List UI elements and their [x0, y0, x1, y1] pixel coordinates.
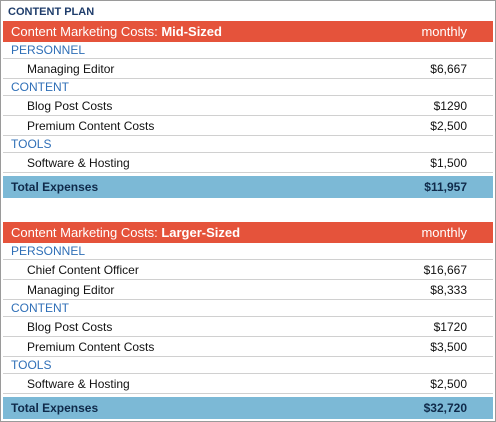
cost-table: Content Marketing Costs: Mid-Sized monthl…	[3, 21, 493, 198]
expense-amount: $1720	[433, 320, 467, 334]
expense-row: Managing Editor $6,667	[3, 59, 493, 79]
expense-amount: $6,667	[430, 62, 467, 76]
section-label: TOOLS	[3, 136, 493, 153]
expense-amount: $1290	[433, 99, 467, 113]
expense-amount: $16,667	[423, 263, 467, 277]
section-label: CONTENT	[3, 300, 493, 317]
expense-label: Blog Post Costs	[27, 99, 113, 113]
cost-table: Content Marketing Costs: Larger-Sized mon…	[3, 222, 493, 419]
expense-amount: $3,500	[430, 340, 467, 354]
expense-row: Managing Editor $8,333	[3, 280, 493, 300]
expense-label: Premium Content Costs	[27, 340, 155, 354]
expense-row: Blog Post Costs $1720	[3, 317, 493, 337]
section-label: PERSONNEL	[3, 42, 493, 59]
expense-row: Software & Hosting $1,500	[3, 153, 493, 173]
total-amount: $11,957	[424, 180, 467, 194]
total-row: Total Expenses $32,720	[3, 397, 493, 419]
total-label: Total Expenses	[11, 401, 99, 415]
table-title: Content Marketing Costs: Mid-Sized	[11, 21, 222, 42]
expense-label: Software & Hosting	[27, 156, 130, 170]
expense-label: Premium Content Costs	[27, 119, 155, 133]
total-label: Total Expenses	[11, 180, 99, 194]
table-title: Content Marketing Costs: Larger-Sized	[11, 222, 240, 243]
expense-amount: $1,500	[430, 156, 467, 170]
expense-amount: $8,333	[430, 283, 467, 297]
expense-row: Premium Content Costs $3,500	[3, 337, 493, 357]
section-label: PERSONNEL	[3, 243, 493, 260]
total-amount: $32,720	[423, 401, 467, 415]
title-emphasis: Larger-Sized	[161, 225, 241, 240]
expense-amount: $2,500	[430, 377, 467, 391]
expense-label: Chief Content Officer	[27, 263, 139, 277]
section-label: TOOLS	[3, 357, 493, 374]
total-row: Total Expenses $11,957	[3, 176, 493, 198]
title-text: Content Marketing Costs:	[11, 24, 158, 39]
table-header: Content Marketing Costs: Larger-Sized mon…	[3, 222, 493, 243]
expense-label: Managing Editor	[27, 283, 115, 297]
expense-row: Premium Content Costs $2,500	[3, 116, 493, 136]
section-label: CONTENT	[3, 79, 493, 96]
title-emphasis: Mid-Sized	[161, 24, 222, 39]
page-title: CONTENT PLAN	[8, 6, 95, 18]
period-label: monthly	[421, 24, 467, 39]
expense-amount: $2,500	[430, 119, 467, 133]
expense-row: Chief Content Officer $16,667	[3, 260, 493, 280]
expense-label: Software & Hosting	[27, 377, 130, 391]
table-header: Content Marketing Costs: Mid-Sized monthl…	[3, 21, 493, 42]
expense-label: Blog Post Costs	[27, 320, 113, 334]
title-text: Content Marketing Costs:	[11, 225, 158, 240]
expense-row: Blog Post Costs $1290	[3, 96, 493, 116]
period-label: monthly	[421, 225, 467, 240]
expense-label: Managing Editor	[27, 62, 115, 76]
expense-row: Software & Hosting $2,500	[3, 374, 493, 394]
